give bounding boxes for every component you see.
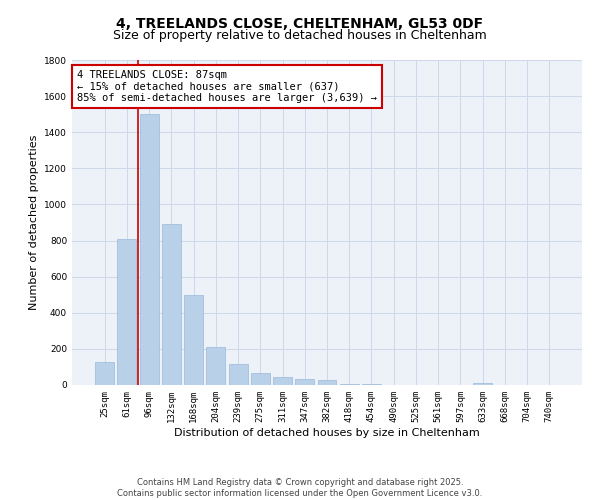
Bar <box>162 224 181 385</box>
X-axis label: Distribution of detached houses by size in Cheltenham: Distribution of detached houses by size … <box>174 428 480 438</box>
Y-axis label: Number of detached properties: Number of detached properties <box>29 135 38 310</box>
Text: Size of property relative to detached houses in Cheltenham: Size of property relative to detached ho… <box>113 29 487 42</box>
Bar <box>295 379 314 385</box>
Bar <box>251 374 270 385</box>
Text: 4 TREELANDS CLOSE: 87sqm
← 15% of detached houses are smaller (637)
85% of semi-: 4 TREELANDS CLOSE: 87sqm ← 15% of detach… <box>77 70 377 103</box>
Bar <box>340 384 359 385</box>
Bar <box>206 347 225 385</box>
Bar <box>362 384 381 385</box>
Bar <box>473 383 492 385</box>
Bar <box>184 294 203 385</box>
Bar <box>95 362 114 385</box>
Bar <box>273 377 292 385</box>
Text: Contains HM Land Registry data © Crown copyright and database right 2025.
Contai: Contains HM Land Registry data © Crown c… <box>118 478 482 498</box>
Bar <box>140 114 158 385</box>
Bar <box>229 364 248 385</box>
Text: 4, TREELANDS CLOSE, CHELTENHAM, GL53 0DF: 4, TREELANDS CLOSE, CHELTENHAM, GL53 0DF <box>116 18 484 32</box>
Bar <box>118 239 136 385</box>
Bar <box>317 380 337 385</box>
